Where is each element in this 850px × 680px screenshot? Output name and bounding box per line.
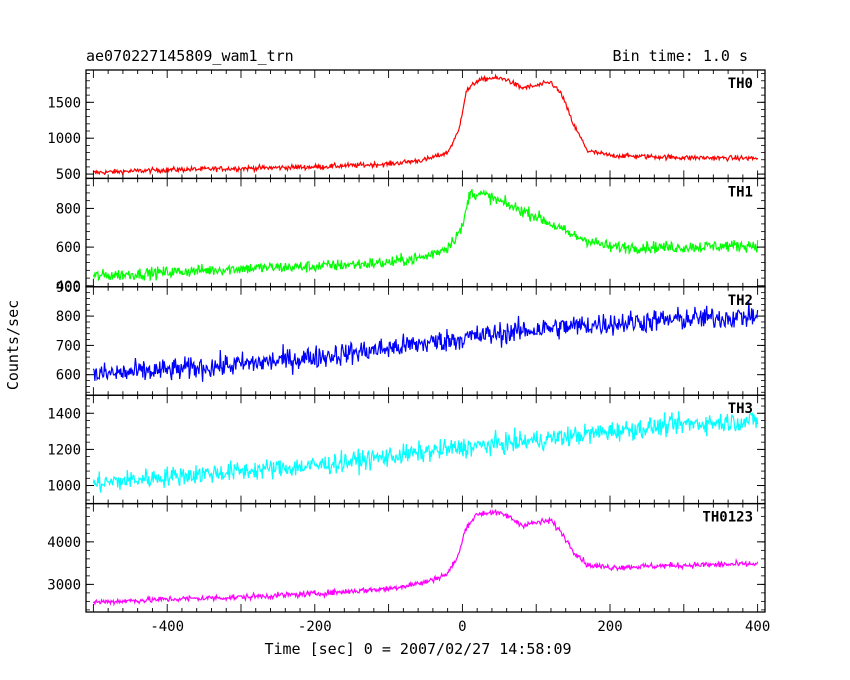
x-tick-label: 200 xyxy=(597,619,622,635)
x-axis-label: Time [sec] 0 = 2007/02/27 14:58:09 xyxy=(264,640,571,658)
y-tick-label: 400 xyxy=(56,279,81,295)
y-tick-label: 500 xyxy=(56,167,81,183)
y-axis-label: Counts/sec xyxy=(4,300,22,390)
panel-th2: 600 700 800 900 TH2 xyxy=(56,280,766,396)
legend-label: TH2 xyxy=(728,293,753,309)
x-tick-labels: -400 -200 0 200 400 xyxy=(150,619,770,635)
x-tick-label: 0 xyxy=(458,619,466,635)
y-tick-label: 700 xyxy=(56,338,81,354)
y-tick-label: 1200 xyxy=(47,442,81,458)
panels-group: 500 1000 1500 TH0 400 600 800 TH1 600 700 800 900 TH… xyxy=(47,69,766,613)
legend-label: TH0123 xyxy=(702,510,753,526)
legend-label: TH3 xyxy=(728,401,753,417)
panel-th1: 400 600 800 TH1 xyxy=(56,177,766,295)
y-tick-label: 600 xyxy=(56,368,81,384)
y-tick-label: 1000 xyxy=(47,131,81,147)
y-tick-label: 800 xyxy=(56,201,81,217)
x-tick-label: 400 xyxy=(745,619,770,635)
legend-label: TH0 xyxy=(728,76,753,92)
panel-th0: 500 1000 1500 TH0 xyxy=(47,69,766,183)
y-tick-label: 800 xyxy=(56,309,81,325)
series-line-th0123 xyxy=(92,508,759,607)
chart-subtitle: Bin time: 1.0 s xyxy=(613,47,748,65)
y-tick-label: 600 xyxy=(56,240,81,256)
y-tick-label: 3000 xyxy=(47,577,81,593)
panel-th3: 1000 1200 1400 TH3 xyxy=(47,394,766,505)
series-line-th3 xyxy=(92,411,759,493)
x-tick-label: -200 xyxy=(298,619,332,635)
panel-th0123: 3000 4000 TH0123 xyxy=(47,502,766,613)
y-tick-label: 1000 xyxy=(47,479,81,495)
series-line-th0 xyxy=(93,73,759,178)
legend-label: TH1 xyxy=(728,184,753,200)
x-tick-label: -400 xyxy=(150,619,184,635)
panel-frame xyxy=(85,502,766,613)
y-tick-label: 4000 xyxy=(47,535,81,551)
y-tick-label: 1400 xyxy=(47,406,81,422)
series-line-th1 xyxy=(92,188,759,282)
series-line-th2 xyxy=(92,301,759,382)
y-tick-label: 1500 xyxy=(47,95,81,111)
chart-title: ae070227145809_wam1_trn xyxy=(86,47,294,65)
y-tick-label: 900 xyxy=(56,280,81,296)
panel-frame xyxy=(85,69,766,180)
